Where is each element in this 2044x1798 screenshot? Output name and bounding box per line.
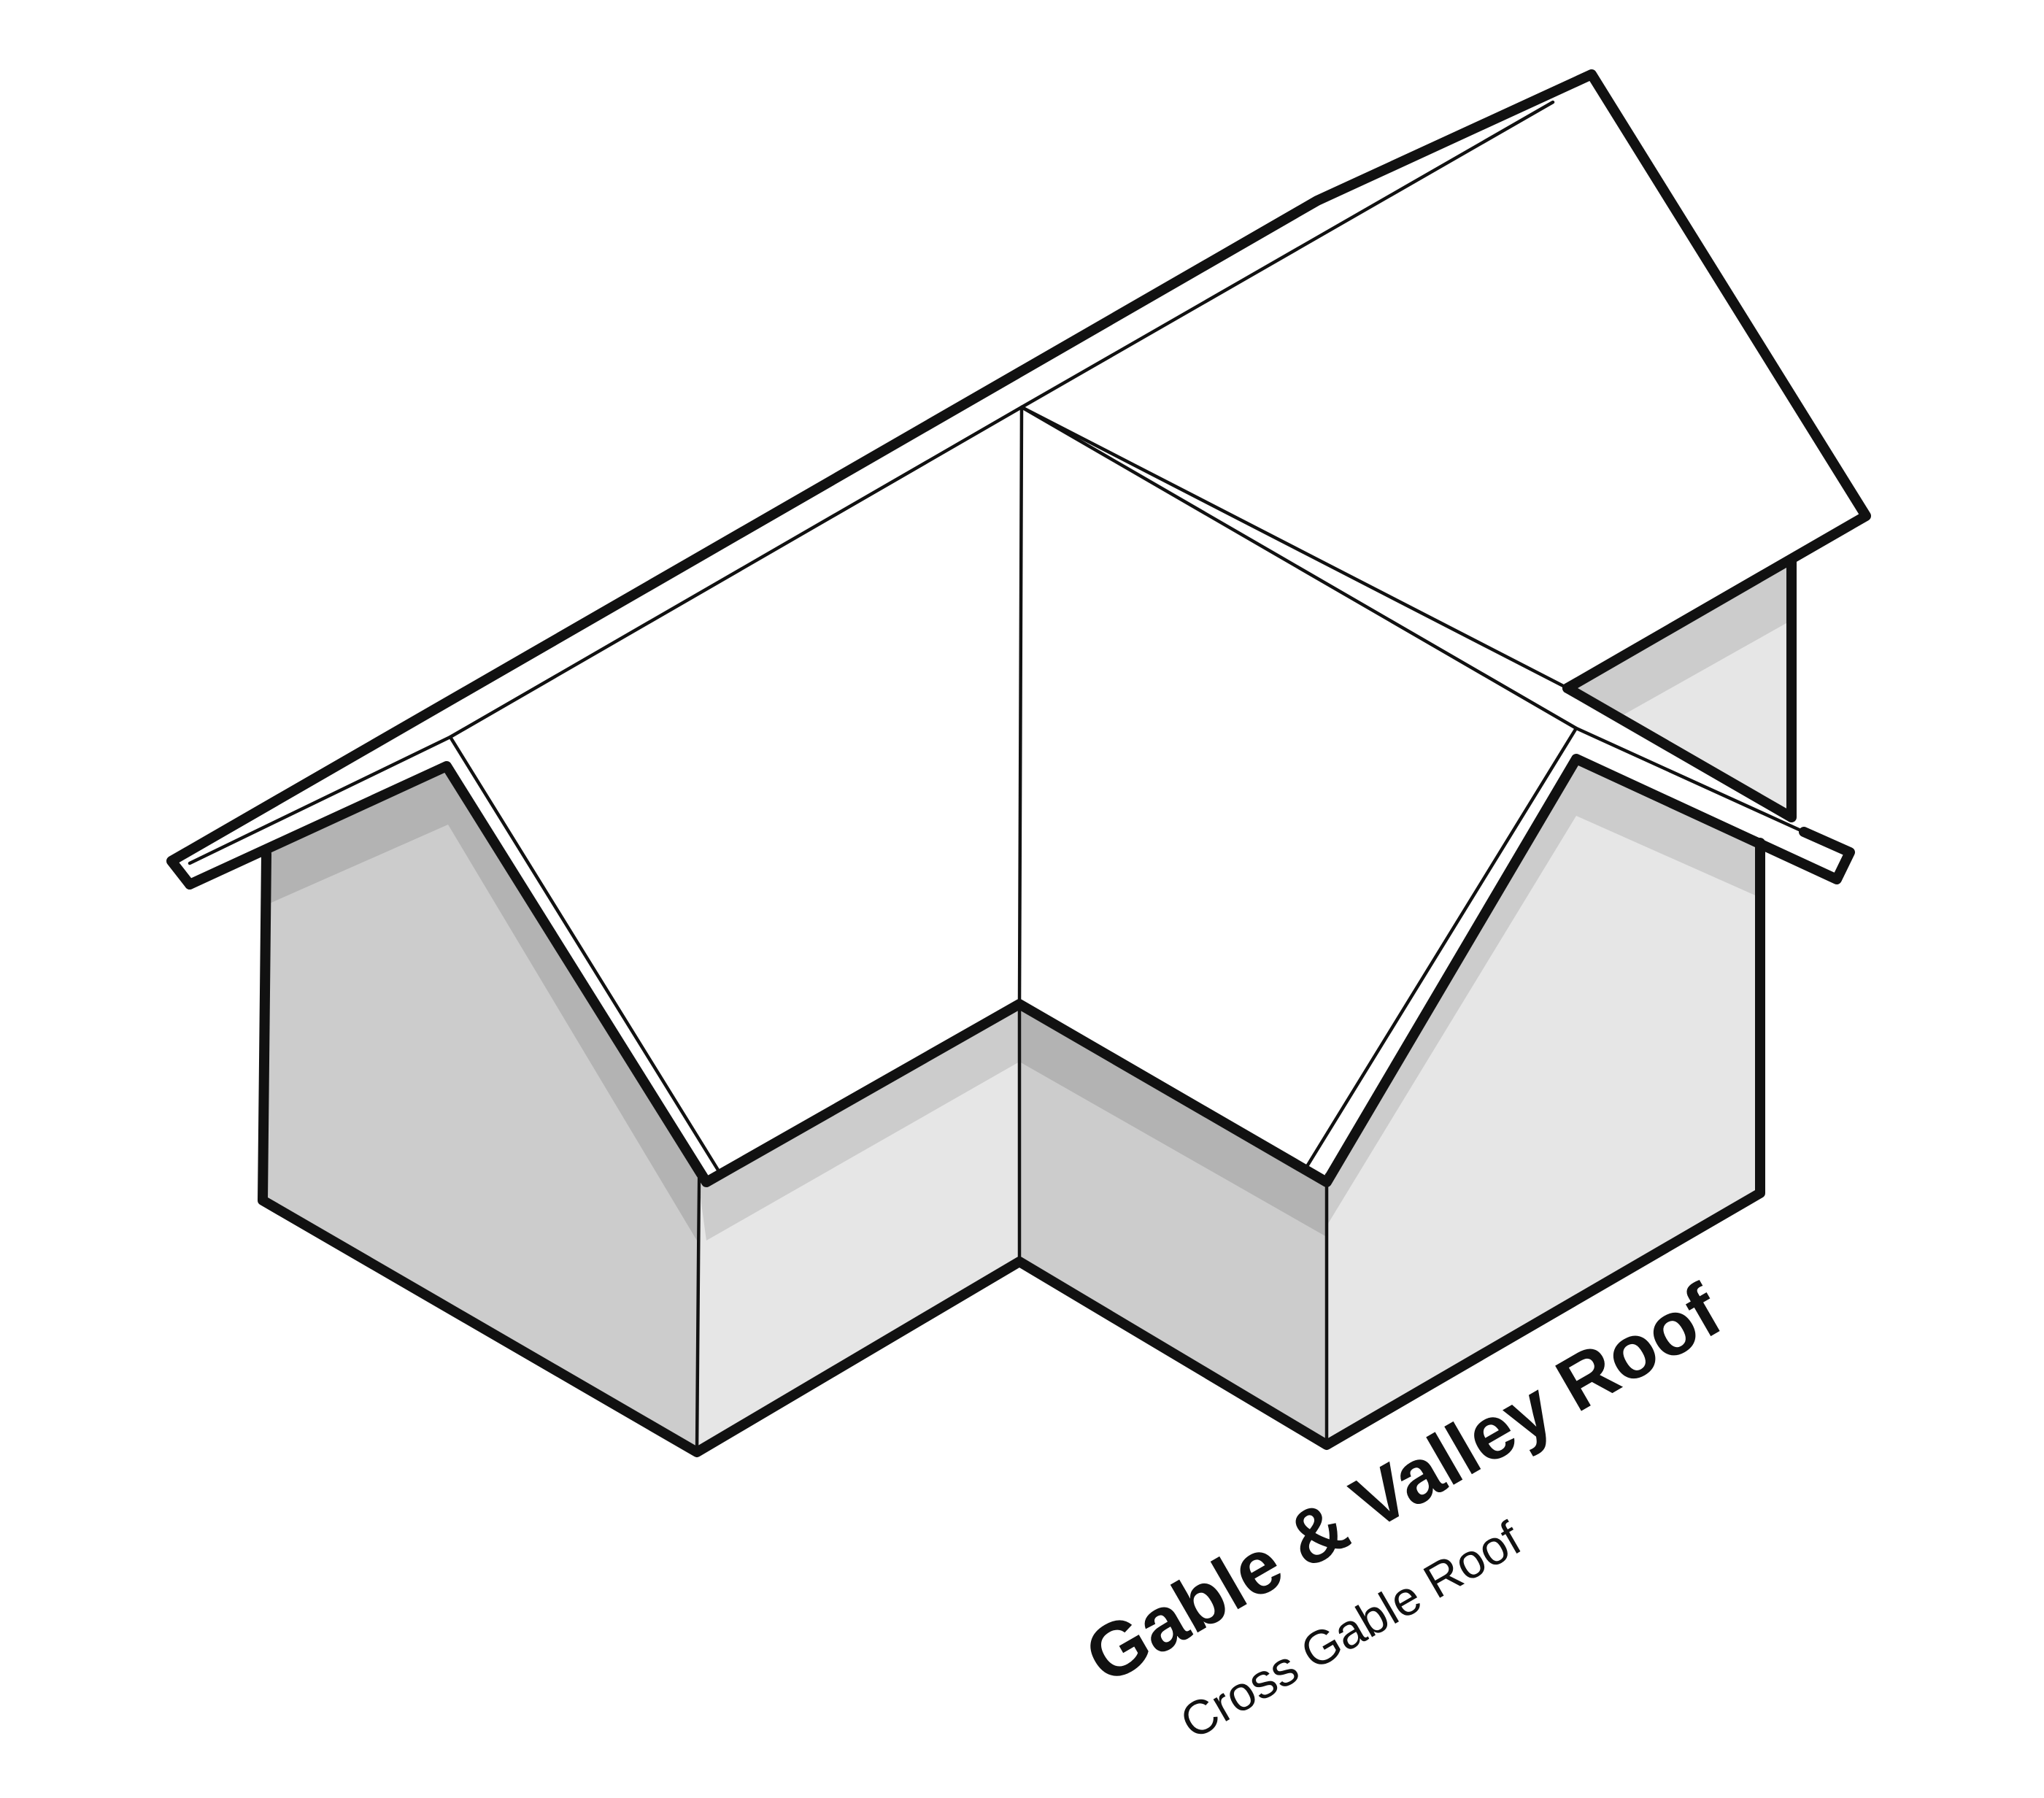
valley-line [1017,405,1024,1006]
left-wing-roof-plane [450,407,1022,1175]
left-wall-outline [258,838,1765,1457]
left-rake-inner-line [448,735,721,1173]
right-gable-wall [1327,759,1760,1445]
right-wing-side-eave-shadow [1019,1004,1327,1237]
right-wing-side-wall [1019,1004,1327,1445]
left-side-wall-corner-line [695,1173,701,1454]
left-gable-eave-outline [185,754,1855,1187]
detail-lines [188,100,1806,1454]
main-roof-left-plane [171,74,1592,863]
walls [263,562,1792,1452]
left-wing-side-wall [697,1004,1019,1452]
left-gable-wall [263,768,701,1452]
right-eave-inner-line [1019,405,1570,690]
back-right-wall-outline [1562,557,1797,822]
back-right-wall-shadow [1567,562,1792,719]
main-roof-right-plane [1022,74,1866,728]
main-ridge-inner-line [188,100,1555,865]
roof [171,74,1866,1182]
right-gable-eave-shadow [1327,759,1760,1226]
left-wing-side-eave-shadow [697,1004,1019,1241]
main-roof-outline [166,69,1871,890]
right-eave-fascia-line [1574,726,1806,834]
outlines [166,69,1871,1457]
right-wing-roof-plane [1019,407,1576,1168]
left-gable-eave-shadow [266,768,701,1241]
